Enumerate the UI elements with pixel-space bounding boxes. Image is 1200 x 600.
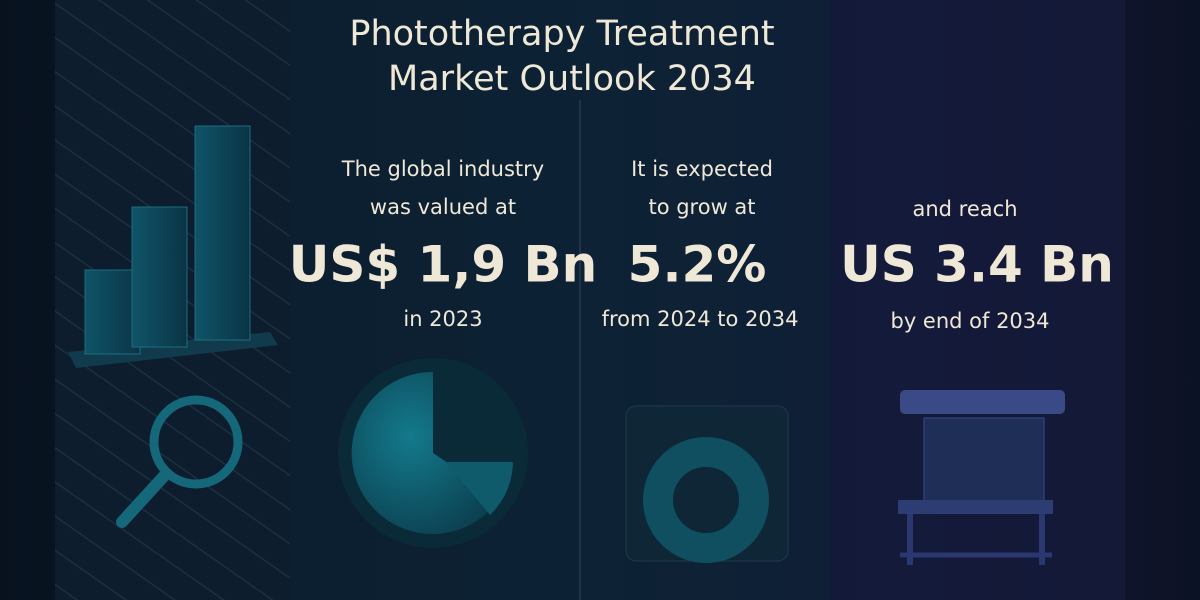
bar-chart-icon [68,125,278,368]
stat-note: by end of 2034 [890,309,1049,333]
stat-text: The global industry [341,157,544,181]
donut-icon [625,405,789,563]
stat-value: 5.2% [628,236,767,294]
pie-icon [338,358,528,548]
stat-value: US 3.4 Bn [840,236,1114,294]
stat-text: It is expected [631,157,773,181]
stat-note: from 2024 to 2034 [602,307,799,331]
phototherapy-bed-icon [898,390,1065,565]
stat-note: in 2023 [403,307,482,331]
stat-text: to grow at [648,195,755,219]
stat-text: was valued at [370,195,516,219]
magnifier-icon [116,395,243,528]
title-line: Market Outlook 2034 [388,59,756,99]
stat-value: US$ 1,9 Bn [289,236,598,294]
stat-text: and reach [913,197,1018,221]
title-line: Phototherapy Treatment [349,14,774,54]
